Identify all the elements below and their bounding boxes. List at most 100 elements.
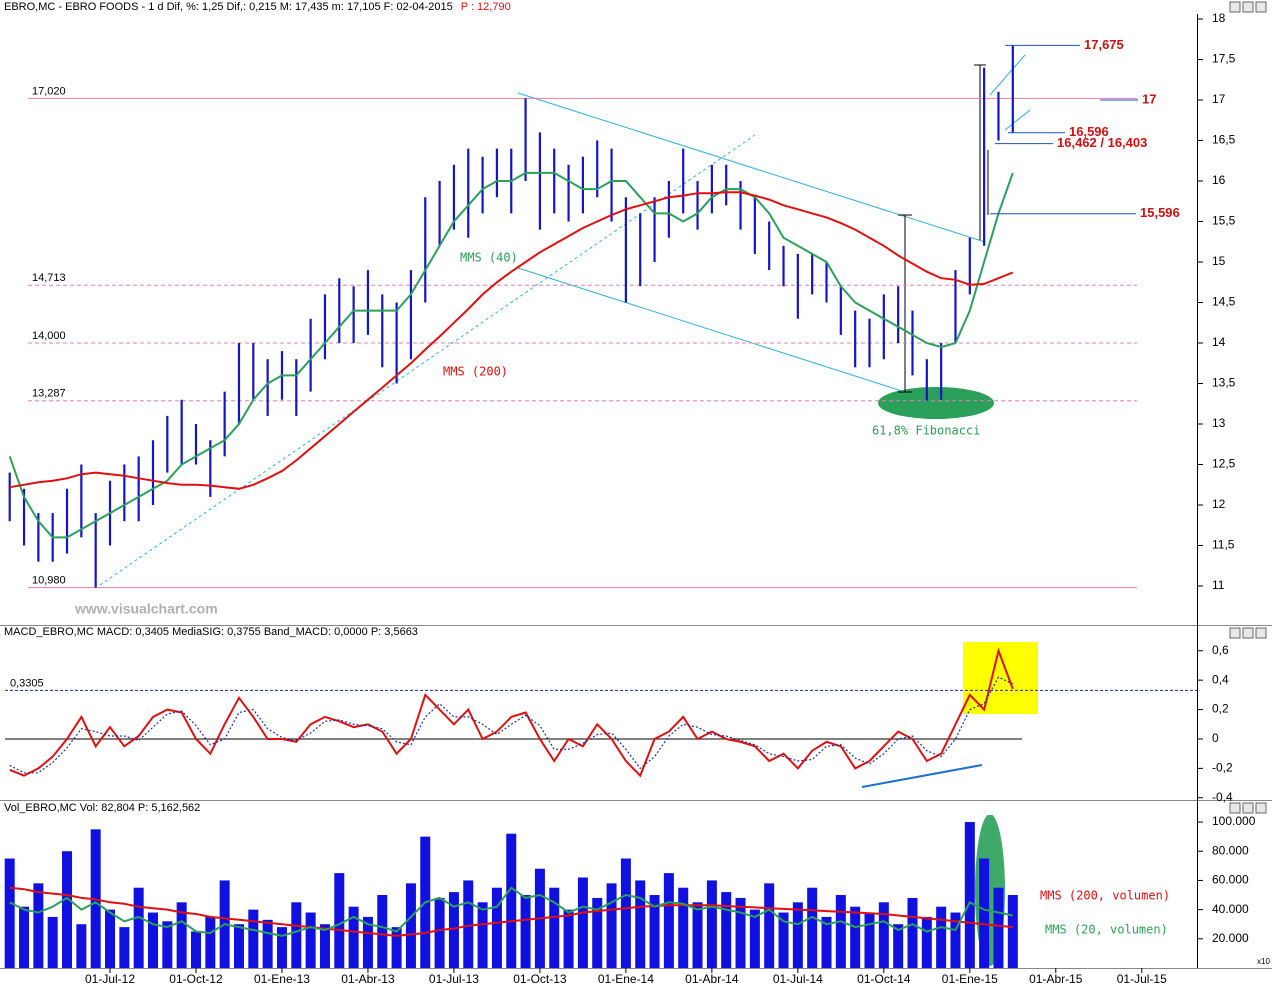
volume-bar [979, 858, 990, 968]
window-buttons[interactable] [1229, 1, 1267, 814]
y-tick-label: 11,5 [1212, 538, 1235, 552]
volume-bar [936, 906, 947, 968]
level-label: 0,3305 [10, 677, 44, 689]
y-tick-label: 40.000 [1212, 902, 1249, 916]
volume-bar [276, 927, 287, 968]
volume-bar [807, 887, 818, 968]
volume-bar [563, 909, 574, 968]
x-tick-label: 01-Oct-14 [857, 972, 911, 986]
volume-bar [893, 924, 904, 968]
y-tick-label: 11 [1212, 578, 1225, 592]
volume-bar [706, 880, 717, 968]
trend-line [99, 134, 756, 586]
volume-bar [162, 921, 173, 968]
y-tick-label: 16 [1212, 173, 1226, 187]
divergence-line [861, 764, 983, 788]
volume-bar [434, 897, 445, 968]
volume-bar [491, 887, 502, 968]
level-label: 13,287 [32, 388, 66, 400]
volume-bar [678, 887, 689, 968]
volume-panel [4, 815, 1018, 968]
volume-bar [821, 916, 832, 968]
panel-header: EBRO,MC - EBRO FOODS - 1 d Dif, %: 1,25 … [4, 1, 453, 13]
channel-line [517, 92, 986, 243]
series-line [8, 171, 1014, 539]
level-label: 10,980 [32, 575, 66, 587]
volume-bar [620, 858, 631, 968]
y-tick-label: 15 [1212, 254, 1226, 268]
volume-bar [405, 883, 416, 968]
volume-bar [47, 916, 58, 968]
series-line [9, 191, 1014, 490]
y-tick-label: 12,5 [1212, 457, 1236, 471]
series-line [9, 676, 1014, 774]
volume-bar [119, 927, 130, 968]
y-tick-label: 0 [1212, 731, 1219, 745]
volume-bar [334, 873, 345, 968]
fibonacci-label: 61,8% Fibonacci [872, 424, 980, 438]
volume-bar [635, 880, 646, 968]
flag-line [989, 54, 1026, 96]
volume-bar [520, 895, 531, 968]
volume-bar [148, 912, 158, 968]
volume-bar [233, 924, 244, 968]
x-tick-label: 01-Ene-13 [254, 972, 310, 986]
volume-bar [105, 909, 116, 968]
macd-panel: 0,3305 [5, 642, 1197, 788]
volume-bar [993, 887, 1004, 968]
y-tick-label: 0,4 [1212, 672, 1229, 686]
y-tick-label: 18 [1212, 11, 1226, 25]
y-tick-label: 0,2 [1212, 702, 1229, 716]
volume-bar [463, 880, 474, 968]
volume-bar [362, 916, 373, 968]
y-tick-label: 13,5 [1212, 376, 1236, 390]
volume-bar [4, 858, 15, 968]
level-label: 14,713 [32, 272, 66, 284]
x-tick-label: 01-Jul-15 [1117, 972, 1167, 986]
level-label: 17,020 [32, 85, 66, 97]
volume-bar [319, 924, 330, 968]
volume-bar [592, 897, 603, 968]
volume-bar [606, 883, 617, 968]
series-label: MMS (20, volumen) [1045, 923, 1168, 937]
volume-bar [864, 912, 875, 968]
channel-line [517, 267, 906, 393]
volume-bar [477, 902, 488, 968]
x-tick-label: 01-Abr-13 [341, 972, 395, 986]
volume-bar [391, 927, 402, 968]
volume-bar [907, 897, 918, 968]
y-tick-label: 14 [1212, 335, 1226, 349]
volume-bar [549, 887, 560, 968]
volume-bar [33, 883, 44, 968]
volume-bar [1007, 895, 1018, 968]
volume-bar [205, 916, 216, 968]
y-tick-label: 20.000 [1212, 931, 1249, 945]
panel-header: MACD_EBRO,MC MACD: 0,3405 MediaSIG: 0,37… [4, 626, 418, 638]
y-tick-label: -0,4 [1212, 790, 1233, 804]
annotation-label: 17,675 [1084, 37, 1124, 52]
series-line [9, 886, 1014, 937]
volume-bar [721, 892, 732, 968]
volume-bar [348, 906, 359, 968]
watermark: www.visualchart.com [74, 601, 218, 617]
price-panel: 17,020 14,713 14,000 13,287 10,980 [8, 44, 1138, 589]
panel-subheader: P : 12,790 [461, 1, 511, 13]
series-label: MMS (40) [460, 251, 518, 265]
volume-bar [792, 902, 803, 968]
volume-bar [248, 909, 259, 968]
axes: EBRO,MC - EBRO FOODS - 1 d Dif, %: 1,25 … [4, 1, 1270, 986]
volume-bar [649, 895, 660, 968]
x-tick-label: 01-Oct-13 [513, 972, 567, 986]
volume-bar [19, 906, 30, 968]
volume-bar [921, 916, 932, 968]
volume-bar [133, 887, 144, 968]
x-tick-label: 01-Ene-15 [942, 972, 998, 986]
y-tick-label: 12 [1212, 497, 1226, 511]
volume-bar [291, 902, 302, 968]
volume-bar [735, 897, 746, 968]
annotation-label: 17 [1142, 91, 1156, 106]
annotation-label: 16,462 / 16,403 [1057, 135, 1147, 150]
volume-bar [190, 931, 201, 968]
x-tick-label: 01-Abr-14 [685, 972, 739, 986]
